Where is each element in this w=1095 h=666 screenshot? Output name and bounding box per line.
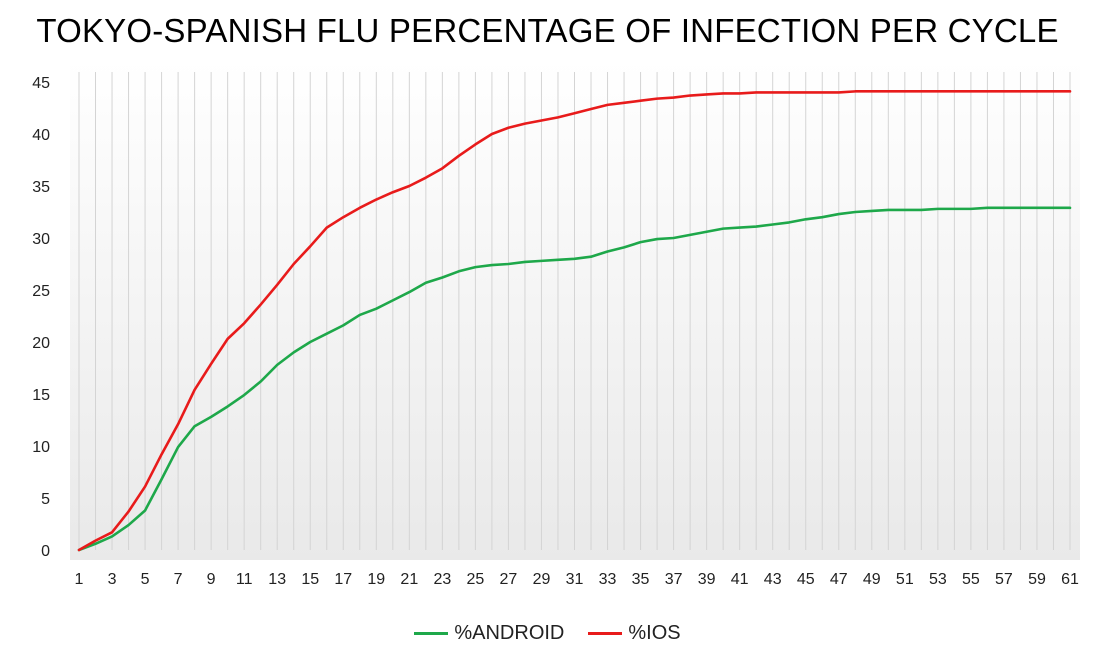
x-tick-label: 25: [467, 571, 485, 588]
y-tick-label: 40: [32, 127, 50, 144]
y-tick-label: 15: [32, 387, 50, 404]
x-tick-label: 45: [797, 571, 815, 588]
x-tick-label: 13: [268, 571, 286, 588]
chart-title: TOKYO-SPANISH FLU PERCENTAGE OF INFECTIO…: [36, 12, 1059, 49]
x-tick-label: 9: [207, 571, 216, 588]
x-tick-label: 51: [896, 571, 914, 588]
y-tick-label: 5: [41, 491, 50, 508]
x-tick-label: 29: [533, 571, 551, 588]
y-tick-label: 25: [32, 283, 50, 300]
x-tick-label: 5: [141, 571, 150, 588]
x-axis: 1 3 5 7 9 11 13 15 17 19 21 23 25 27 29 31 33 35 37 39 41 43 4…: [75, 571, 1079, 588]
x-tick-label: 1: [75, 571, 84, 588]
x-tick-label: 11: [236, 571, 253, 588]
legend-item-android: %ANDROID: [414, 622, 564, 645]
series-line-ios: [77, 90, 1072, 552]
x-tick-label: 61: [1061, 571, 1079, 588]
y-tick-label: 20: [32, 335, 50, 352]
x-tick-label: 7: [174, 571, 183, 588]
series-lines: [77, 90, 1072, 552]
y-tick-label: 35: [32, 179, 50, 196]
legend-label-android: %ANDROID: [454, 622, 565, 644]
legend-swatch-ios: [588, 632, 623, 635]
legend: %ANDROID %IOS: [0, 622, 1095, 645]
x-tick-label: 59: [1028, 571, 1046, 588]
series-line-android: [77, 206, 1072, 552]
legend-label-ios: %IOS: [628, 622, 681, 644]
x-tick-label: 23: [433, 571, 451, 588]
x-tick-label: 39: [698, 571, 716, 588]
x-tick-label: 57: [995, 571, 1013, 588]
x-tick-label: 17: [334, 571, 352, 588]
x-tick-label: 49: [863, 571, 881, 588]
x-tick-label: 43: [764, 571, 782, 588]
x-tick-label: 53: [929, 571, 947, 588]
y-tick-label: 10: [32, 439, 50, 456]
x-tick-label: 35: [632, 571, 650, 588]
x-tick-label: 19: [367, 571, 385, 588]
x-tick-label: 21: [400, 571, 418, 588]
y-axis: 0 5 10 15 20 25 30 35 40 45: [32, 75, 50, 560]
x-tick-label: 15: [301, 571, 319, 588]
x-tick-label: 55: [962, 571, 980, 588]
x-tick-label: 33: [599, 571, 617, 588]
x-tick-label: 37: [665, 571, 683, 588]
y-tick-label: 0: [41, 543, 50, 560]
legend-swatch-android: [414, 632, 449, 635]
y-tick-label: 30: [32, 231, 50, 248]
vertical-gridlines: [78, 72, 1071, 550]
x-tick-label: 47: [830, 571, 848, 588]
x-tick-label: 3: [108, 571, 117, 588]
x-tick-label: 41: [731, 571, 749, 588]
legend-item-ios: %IOS: [588, 622, 681, 645]
x-tick-label: 31: [566, 571, 584, 588]
y-tick-label: 45: [32, 75, 50, 92]
x-tick-label: 27: [500, 571, 518, 588]
